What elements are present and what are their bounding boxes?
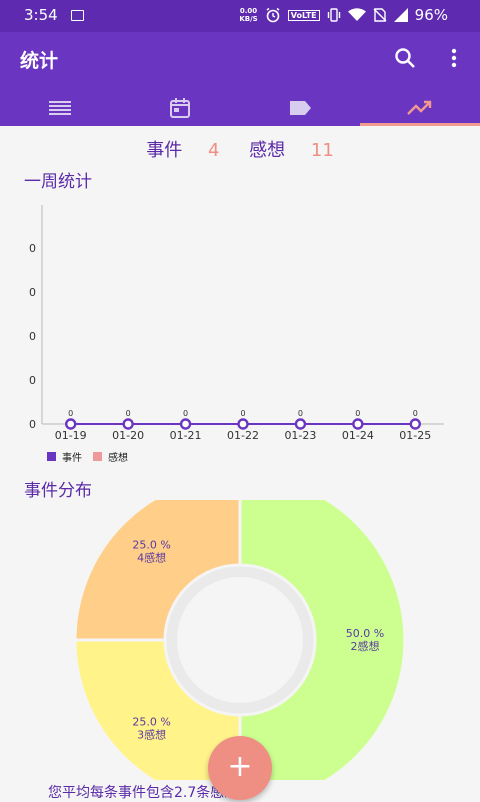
slice-percent-label: 25.0 % — [132, 715, 170, 728]
volte-badge: VoLTE — [287, 9, 320, 21]
data-label-event: 0 — [355, 409, 360, 418]
tab-list[interactable] — [0, 90, 120, 126]
network-speed: 0.00 KB/S — [239, 7, 257, 23]
data-point-event — [352, 418, 364, 430]
x-tick-label: 01-25 — [399, 429, 431, 442]
slice-value-label: 4感想 — [137, 551, 166, 565]
slice-value-label: 3感想 — [137, 727, 166, 741]
network-speed-value: 0.00 — [239, 7, 258, 15]
data-point-event — [294, 418, 307, 430]
tab-bar — [0, 90, 480, 126]
event-count: 4 — [207, 140, 220, 161]
donut-hole — [177, 577, 303, 703]
legend-swatch-thought — [93, 452, 102, 461]
status-time: 3:54 — [24, 6, 58, 24]
x-tick-label: 01-23 — [284, 429, 316, 442]
y-tick-label: 0 — [29, 286, 36, 299]
summary-row: 事件 4 感想 11 — [0, 136, 480, 162]
data-label-event: 0 — [126, 409, 131, 418]
donut-slice — [73, 638, 242, 780]
calendar-icon — [170, 98, 190, 118]
no-sim-icon — [373, 8, 387, 22]
y-tick-label: 0 — [29, 418, 36, 431]
legend-label-thought: 感想 — [108, 451, 128, 464]
data-label-event: 0 — [68, 409, 73, 418]
slice-value-label: 2感想 — [351, 639, 380, 653]
signal-icon — [393, 8, 408, 22]
battery-level: 96% — [414, 6, 448, 24]
x-tick-label: 01-24 — [342, 429, 374, 442]
page-title: 统计 — [20, 50, 59, 72]
data-label-event: 0 — [240, 409, 245, 418]
image-notification-icon — [71, 10, 84, 21]
alarm-icon — [266, 7, 280, 23]
search-icon[interactable] — [393, 46, 417, 70]
list-icon — [49, 101, 71, 115]
weekly-line-chart: 0 0 0 0 0 01-19 01-20 01-21 01-22 01-23 01-24 01-25… — [29, 205, 444, 464]
data-point-event — [237, 418, 249, 430]
distribution-title: 事件分布 — [24, 481, 92, 501]
legend-swatch-event — [47, 452, 56, 461]
average-summary-text: 您平均每条事件包含2.7条感想 — [48, 785, 239, 801]
x-tick-label: 01-19 — [55, 429, 87, 442]
thought-count: 11 — [310, 140, 334, 161]
y-tick-label: 0 — [29, 242, 36, 255]
x-tick-label: 01-22 — [227, 429, 259, 442]
legend-label-event: 事件 — [62, 451, 82, 464]
data-point-event — [65, 418, 77, 430]
more-options-icon[interactable] — [450, 48, 458, 68]
y-tick-label: 0 — [29, 330, 36, 343]
label-icon — [290, 101, 311, 115]
app-bar: 统计 — [0, 32, 480, 126]
data-label-event: 0 — [413, 409, 418, 418]
slice-percent-label: 25.0 % — [132, 539, 170, 552]
network-speed-unit: KB/S — [239, 15, 258, 23]
slice-percent-label: 50.0 % — [346, 627, 384, 640]
thought-label: 感想 — [249, 140, 286, 161]
status-bar: 3:54 0.00 KB/S VoLTE 96% — [0, 0, 480, 32]
y-tick-label: 0 — [29, 374, 36, 387]
x-tick-label: 01-20 — [112, 429, 144, 442]
data-point-event — [179, 418, 192, 430]
data-point-event — [122, 418, 134, 430]
data-label-event: 0 — [298, 409, 303, 418]
tab-label[interactable] — [240, 90, 360, 126]
x-tick-label: 01-21 — [170, 429, 202, 442]
tab-calendar[interactable] — [120, 90, 240, 126]
add-button[interactable]: + — [208, 736, 272, 800]
wifi-icon — [347, 8, 366, 21]
donut-slice — [238, 500, 407, 780]
weekly-stats-title: 一周统计 — [24, 172, 92, 192]
vibrate-icon — [327, 8, 340, 22]
data-point-event — [409, 418, 421, 430]
donut-slice — [73, 500, 242, 642]
event-label: 事件 — [146, 140, 183, 161]
trending-icon — [407, 100, 432, 115]
tab-statistics[interactable] — [360, 90, 480, 126]
data-label-event: 0 — [183, 409, 188, 418]
